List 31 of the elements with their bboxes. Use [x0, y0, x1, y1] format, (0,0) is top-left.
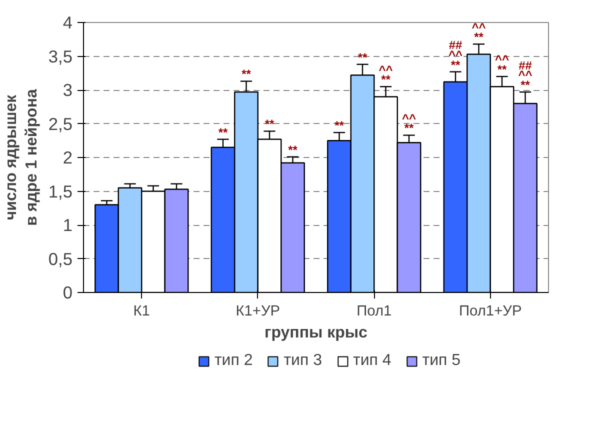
data-label: ** — [288, 142, 298, 157]
data-label: ^^ ** — [472, 20, 486, 44]
y-tick-label: 3 — [62, 80, 73, 100]
x-axis-title: группы крыс — [264, 324, 368, 342]
legend-label: тип 5 — [422, 352, 461, 370]
y-tick-label: 0 — [62, 282, 73, 302]
data-label: ** — [334, 118, 344, 133]
y-tick-label: 4 — [62, 12, 73, 32]
legend-label: тип 4 — [353, 352, 392, 370]
x-tick-label: Пол1 — [356, 304, 392, 320]
y-tick-label: 3,5 — [48, 46, 73, 66]
data-label: ## ^^ ** — [448, 38, 463, 72]
data-label: ** — [264, 117, 274, 132]
data-label: ## ^^ ** — [518, 58, 532, 92]
data-label: ** — [242, 67, 252, 82]
y-tick-label: 2,5 — [48, 114, 73, 134]
y-tick-label: 1,5 — [48, 181, 73, 202]
data-label: ^^ ** — [494, 52, 510, 76]
y-tick-label: 2 — [62, 148, 73, 168]
legend-label: тип 2 — [214, 352, 253, 370]
legend-label: тип 3 — [284, 352, 322, 370]
x-tick-label: К1 — [133, 304, 150, 320]
data-label: ^^ ** — [402, 111, 416, 136]
x-tick-label: К1+УР — [236, 304, 280, 320]
y-tick-label: 0,5 — [48, 248, 73, 269]
data-label: ^^ ** — [378, 62, 393, 87]
y-tick-label: 1 — [62, 215, 73, 235]
data-label: ** — [218, 125, 228, 140]
y-axis-title: число ядрышек в ядре 1 нейрона — [3, 89, 40, 226]
x-tick-label: Пол1+УР — [459, 304, 522, 320]
data-label: ** — [358, 50, 368, 64]
